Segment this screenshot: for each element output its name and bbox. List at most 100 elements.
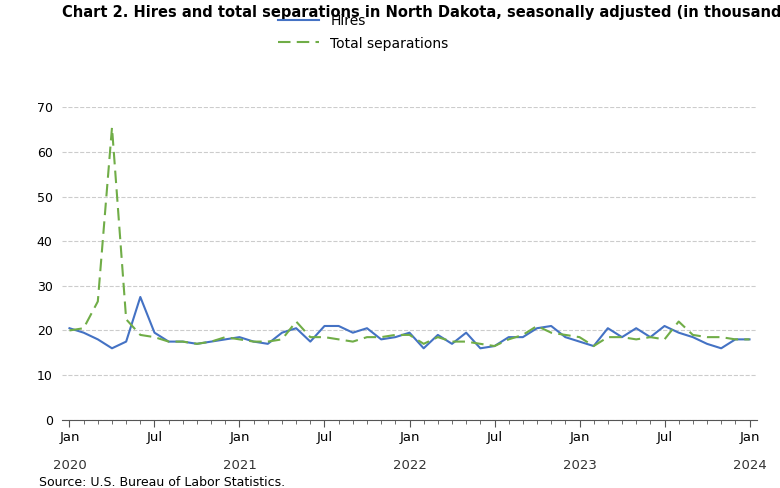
Line: Total separations: Total separations [69,127,750,346]
Total separations [660,336,669,342]
Hires [476,346,485,351]
Total separations [674,319,683,325]
Legend: Hires, Total separations: Hires, Total separations [278,14,448,51]
Total separations [646,334,655,340]
Hires [433,332,442,338]
Hires [334,323,343,329]
Total separations [150,334,159,340]
Total separations [306,334,315,340]
Total separations [207,339,216,345]
Hires [405,330,414,336]
Hires [136,294,145,300]
Total separations [320,334,329,340]
Hires [93,336,102,342]
Total separations [221,334,230,340]
Hires [589,343,598,349]
Total separations [702,334,711,340]
Text: 2023: 2023 [562,459,597,471]
Total separations [249,339,258,345]
Total separations [518,332,527,338]
Text: Source: U.S. Bureau of Labor Statistics.: Source: U.S. Bureau of Labor Statistics. [39,476,285,488]
Hires [660,323,669,329]
Hires [391,334,400,340]
Hires [65,325,74,331]
Total separations [65,327,74,333]
Hires [419,346,428,351]
Hires [575,339,584,345]
Hires [532,325,541,331]
Total separations [278,336,287,342]
Hires [249,339,258,345]
Total separations [490,343,499,349]
Total separations [433,334,442,340]
Hires [702,341,711,347]
Hires [164,339,173,345]
Total separations [589,343,598,349]
Total separations [136,332,145,338]
Total separations [263,339,272,345]
Hires [292,325,301,331]
Total separations [79,325,88,331]
Hires [193,341,202,347]
Hires [263,341,272,347]
Total separations [745,336,754,342]
Hires [547,323,556,329]
Hires [674,330,683,336]
Total separations [688,332,697,338]
Total separations [717,334,726,340]
Hires [603,325,612,331]
Text: 2021: 2021 [222,459,257,471]
Total separations [122,316,131,322]
Hires [79,330,88,336]
Hires [561,334,570,340]
Hires [646,334,655,340]
Hires [688,334,697,340]
Hires [278,330,287,336]
Text: 2024: 2024 [732,459,767,471]
Total separations [93,299,102,305]
Total separations [164,339,173,345]
Total separations [504,336,513,342]
Hires [490,343,499,349]
Total separations [547,330,556,336]
Hires [320,323,329,329]
Total separations [632,336,641,342]
Hires [221,336,230,342]
Hires [377,336,386,342]
Total separations [476,341,485,347]
Hires [348,330,357,336]
Hires [108,346,117,351]
Hires [731,336,740,342]
Total separations [348,339,357,345]
Total separations [575,334,584,340]
Total separations [391,332,400,338]
Hires [518,334,527,340]
Hires [235,334,244,340]
Text: 2022: 2022 [392,459,427,471]
Hires [363,325,372,331]
Total separations [462,339,471,345]
Hires [207,339,216,345]
Total separations [334,336,343,342]
Total separations [532,323,541,329]
Hires [447,341,456,347]
Total separations [617,334,626,340]
Hires [632,325,641,331]
Total separations [561,332,570,338]
Total separations [377,334,386,340]
Hires [122,339,131,345]
Total separations [405,332,414,338]
Total separations [363,334,372,340]
Line: Hires: Hires [69,297,750,348]
Total separations [108,124,117,130]
Total separations [731,336,740,342]
Total separations [419,341,428,347]
Total separations [235,336,244,342]
Total separations [292,319,301,325]
Hires [462,330,471,336]
Total separations [178,339,187,345]
Hires [617,334,626,340]
Hires [306,339,315,345]
Total separations [193,341,202,347]
Hires [717,346,726,351]
